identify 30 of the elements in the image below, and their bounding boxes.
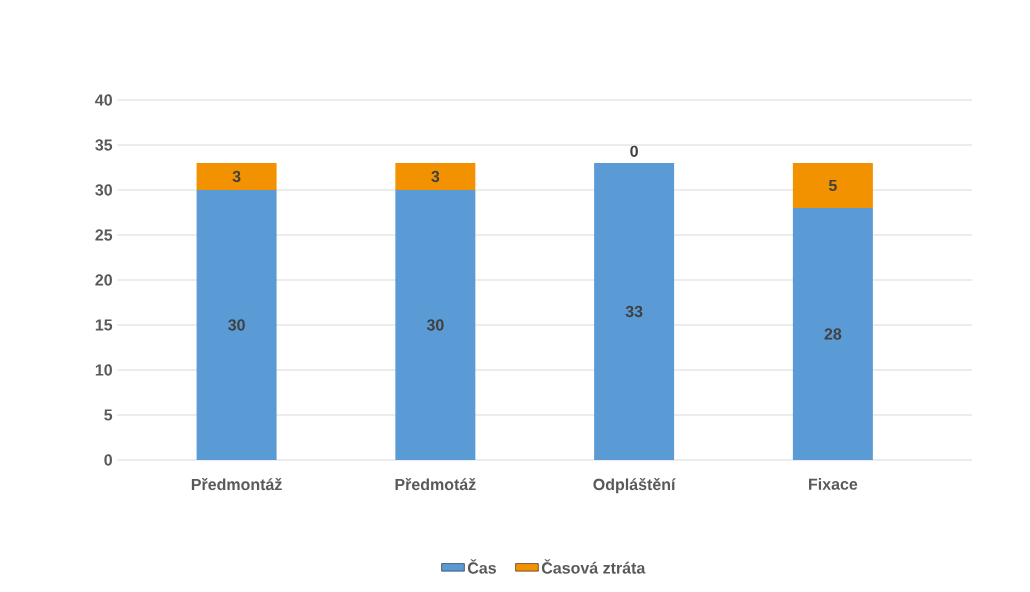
data-label: 30	[426, 319, 444, 331]
x-tick-label: Předmontáž	[191, 478, 282, 491]
bar	[196, 190, 277, 460]
data-label: 3	[431, 170, 440, 183]
y-tick-label: 15	[95, 319, 113, 331]
bar	[395, 190, 476, 460]
y-tick-label: 25	[95, 229, 113, 241]
data-label: 33	[625, 305, 643, 318]
data-label: 3	[232, 170, 241, 183]
data-label: 28	[824, 328, 842, 340]
legend-label: Čas	[467, 559, 496, 574]
bar	[792, 208, 873, 460]
bar	[594, 163, 675, 460]
bar	[792, 163, 873, 208]
y-tick-label: 10	[95, 364, 112, 376]
bar	[196, 163, 277, 190]
y-tick-label: 40	[95, 94, 112, 106]
bar	[395, 163, 476, 190]
x-tick-label: Odpláštění	[593, 478, 676, 494]
y-tick-label: 0	[104, 454, 112, 466]
data-label: 5	[828, 179, 837, 192]
y-tick-label: 30	[95, 184, 112, 196]
data-label: 0	[630, 145, 638, 157]
data-label: 30	[228, 319, 245, 331]
legend-label: Časová ztráta	[541, 559, 646, 574]
y-tick-label: 20	[95, 274, 112, 286]
y-tick-label: 35	[95, 139, 113, 151]
x-tick-label: Předmotáž	[395, 478, 476, 491]
x-tick-label: Fixace	[809, 478, 858, 490]
y-tick-label: 5	[104, 409, 113, 421]
